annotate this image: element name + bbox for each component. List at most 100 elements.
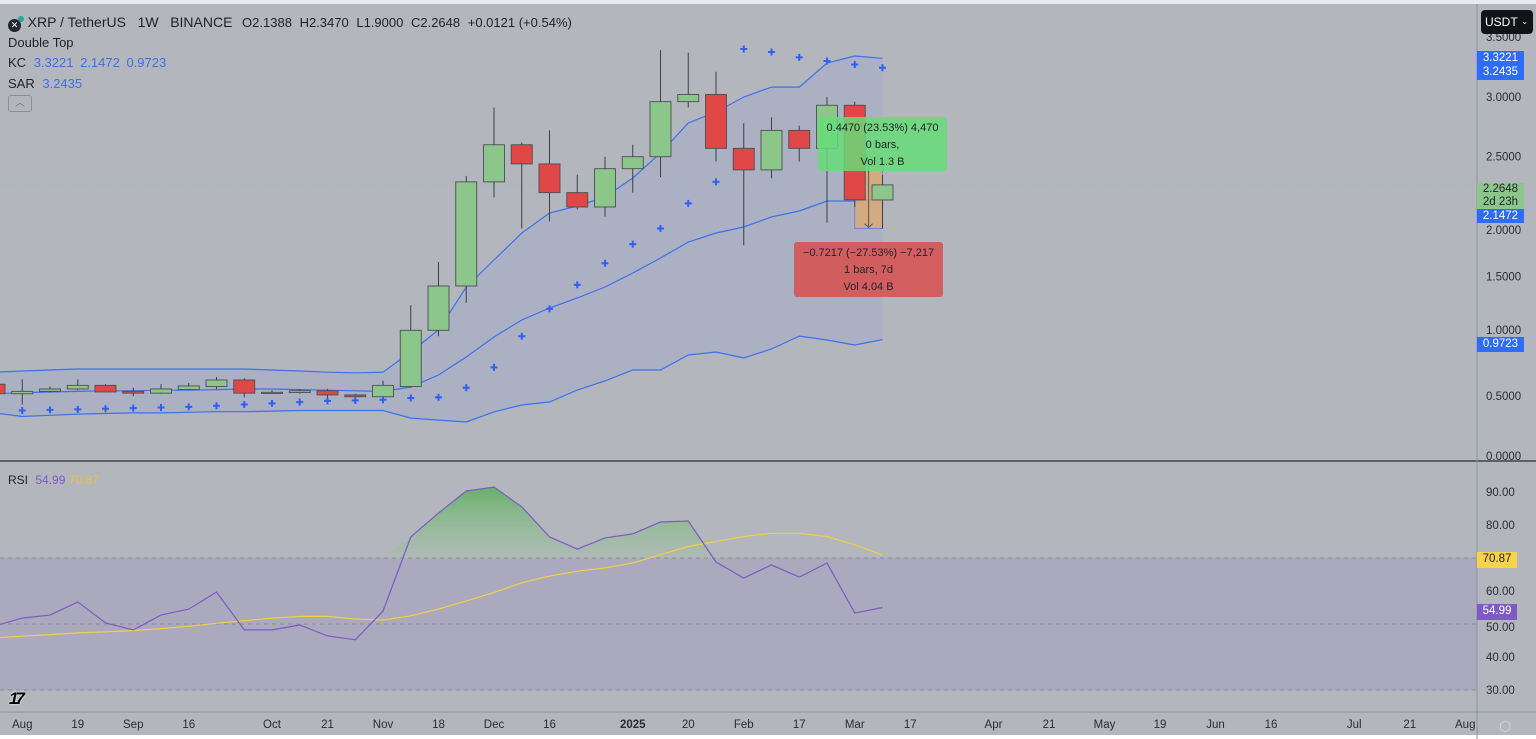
candle bbox=[483, 107, 505, 198]
rsi-overbought-fill bbox=[0, 487, 883, 558]
candle bbox=[205, 376, 228, 389]
last-price: 2.2648 bbox=[1482, 183, 1519, 195]
rsi-value-tag: 54.99 bbox=[1477, 604, 1517, 620]
kc-label[interactable]: KC bbox=[8, 55, 27, 70]
chevron-down-icon: ⌄ bbox=[1521, 17, 1528, 26]
time-tick-label: Oct bbox=[263, 719, 282, 731]
arrow-down-icon bbox=[864, 223, 873, 229]
time-tick-label: Aug bbox=[1455, 719, 1475, 731]
sar-point bbox=[46, 406, 54, 414]
measure-down-volume: Vol 4.04 B bbox=[843, 281, 894, 293]
kc-lower-value: 0.9723 bbox=[126, 55, 167, 70]
candle-body bbox=[122, 390, 145, 394]
kc-legend[interactable]: KC 3.3221 2.1472 0.9723 bbox=[8, 55, 166, 70]
time-tick-label: Jun bbox=[1206, 719, 1225, 731]
high-label: H bbox=[299, 15, 309, 30]
sar-point bbox=[795, 53, 803, 61]
symbol-name[interactable]: XRP / TetherUS bbox=[27, 14, 126, 30]
rsi-tick-label: 50.00 bbox=[1486, 622, 1515, 634]
kc-channel-fill bbox=[0, 56, 883, 422]
sar-legend[interactable]: SAR 3.2435 bbox=[8, 76, 82, 91]
candle-body bbox=[566, 192, 589, 208]
collapse-legend-button[interactable]: ︿ bbox=[8, 95, 32, 112]
pattern-label[interactable]: Double Top bbox=[8, 35, 74, 50]
price-tick-label: 0.0000 bbox=[1486, 451, 1521, 463]
sar-tag: 3.2435 bbox=[1482, 66, 1519, 78]
rsi-line bbox=[0, 486, 883, 641]
candle-body bbox=[261, 391, 283, 394]
candle bbox=[871, 175, 894, 229]
rsi-legend[interactable]: RSI 54.99 70.87 bbox=[8, 473, 99, 487]
candle bbox=[510, 142, 533, 229]
candle-body bbox=[732, 147, 755, 171]
candle bbox=[288, 388, 311, 394]
sar-point bbox=[18, 407, 26, 415]
candle-body bbox=[455, 181, 478, 287]
sar-point bbox=[379, 396, 387, 404]
kc-upper-value: 3.3221 bbox=[33, 55, 74, 70]
sar-point bbox=[546, 305, 553, 313]
price-tick-label: 0.5000 bbox=[1486, 391, 1521, 403]
kc-lower-line bbox=[0, 335, 883, 423]
sar-point bbox=[268, 399, 276, 407]
sar-point bbox=[351, 396, 359, 404]
rsi-tick-label: 40.00 bbox=[1486, 652, 1515, 664]
time-tick-label: Jul bbox=[1347, 719, 1362, 731]
candle-body bbox=[150, 388, 172, 394]
candle bbox=[677, 52, 700, 108]
close-label: C bbox=[410, 15, 421, 30]
sar-label[interactable]: SAR bbox=[8, 76, 35, 91]
candle bbox=[455, 175, 478, 303]
candle bbox=[122, 387, 145, 397]
close-value: 2.2648 bbox=[420, 15, 461, 30]
sar-point bbox=[712, 178, 720, 186]
candle bbox=[316, 388, 339, 399]
measure-up-change: 0.4470 (23.53%) 4,470 bbox=[826, 122, 939, 134]
kc-upper-tag: 3.3221 bbox=[1482, 52, 1519, 64]
candle-body bbox=[871, 184, 894, 201]
candle-body bbox=[205, 379, 228, 388]
chart-canvas[interactable]: 3.5000 3.0000 2.5000 2.0000 1.5000 1.0000 0.50… bbox=[0, 4, 1536, 739]
rsi-ma-line bbox=[0, 532, 883, 639]
sar-point bbox=[324, 397, 331, 405]
sar-point bbox=[879, 64, 886, 72]
low-label: L bbox=[356, 15, 364, 30]
candle-body bbox=[344, 394, 367, 398]
candle bbox=[66, 379, 89, 391]
measure-down-change: −0.7217 (−27.53%) −7,217 bbox=[802, 247, 935, 259]
time-tick-label: 17 bbox=[904, 719, 917, 731]
sar-point bbox=[601, 259, 609, 267]
sar-point bbox=[213, 402, 220, 410]
symbol-legend[interactable]: ✕ XRP / TetherUS 1W BINANCE O2.1388 H2.3… bbox=[8, 14, 572, 32]
candle bbox=[94, 384, 117, 393]
time-tick-label: 21 bbox=[321, 719, 334, 731]
kc-mid-tag: 2.1472 bbox=[1477, 209, 1524, 223]
tradingview-logo[interactable]: 17 bbox=[9, 689, 25, 708]
sar-point bbox=[157, 404, 165, 412]
candle bbox=[11, 379, 34, 405]
price-tick-label: 1.5000 bbox=[1486, 271, 1521, 283]
currency-select[interactable]: USDT ⌄ bbox=[1481, 10, 1533, 34]
interval[interactable]: 1W bbox=[137, 14, 159, 30]
candle-body bbox=[399, 329, 422, 388]
measure-down-bars: 1 bars, 7d bbox=[844, 264, 893, 276]
pattern-legend[interactable]: Double Top bbox=[8, 35, 74, 50]
sar-point bbox=[240, 401, 248, 409]
kc-sar-price-tag: 3.3221 3.2435 bbox=[1477, 51, 1524, 80]
rsi-value: 54.99 bbox=[35, 473, 66, 487]
sar-point bbox=[657, 225, 664, 233]
candle bbox=[39, 386, 61, 393]
price-tick-label: 2.5000 bbox=[1486, 152, 1521, 164]
sar-point bbox=[102, 405, 109, 413]
rsi-label[interactable]: RSI bbox=[8, 473, 29, 487]
time-tick-label: 19 bbox=[1154, 719, 1167, 731]
candle bbox=[732, 123, 755, 246]
time-tick-label: Nov bbox=[373, 719, 394, 731]
sar-point bbox=[573, 281, 581, 289]
candle-body bbox=[594, 168, 616, 208]
price-tick-label: 2.0000 bbox=[1486, 225, 1521, 237]
settings-gear-icon[interactable]: ⬡ bbox=[1499, 718, 1512, 734]
chevron-up-icon: ︿ bbox=[15, 98, 25, 109]
bar-countdown: 2d 23h bbox=[1482, 196, 1519, 208]
candle-body bbox=[705, 94, 727, 149]
